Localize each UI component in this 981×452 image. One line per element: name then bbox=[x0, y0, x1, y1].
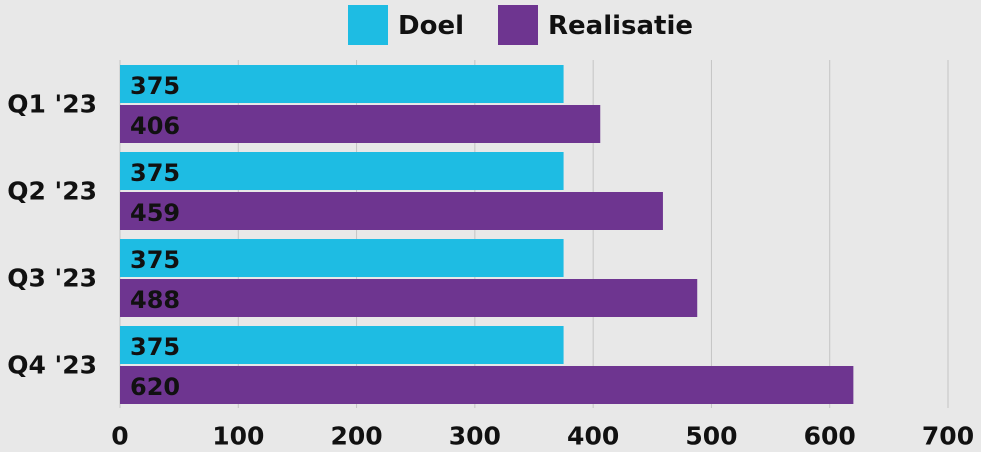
x-tick-label: 200 bbox=[330, 422, 382, 451]
x-tick-label: 500 bbox=[685, 422, 737, 451]
x-tick-label: 600 bbox=[804, 422, 856, 451]
bar bbox=[120, 239, 564, 277]
bar bbox=[120, 192, 663, 230]
legend-label: Doel bbox=[398, 11, 464, 41]
y-tick-label: Q3 '23 bbox=[7, 264, 97, 293]
x-tick-label: 0 bbox=[111, 422, 128, 451]
data-label: 375 bbox=[130, 159, 180, 187]
x-tick-label: 700 bbox=[922, 422, 974, 451]
legend-swatch bbox=[498, 5, 538, 45]
bar bbox=[120, 152, 564, 190]
data-label: 406 bbox=[130, 112, 180, 140]
x-tick-label: 300 bbox=[449, 422, 501, 451]
data-label: 375 bbox=[130, 333, 180, 361]
bar bbox=[120, 366, 854, 404]
data-label: 375 bbox=[130, 72, 180, 100]
y-tick-label: Q1 '23 bbox=[7, 90, 97, 119]
data-label: 459 bbox=[130, 199, 180, 227]
data-label: 488 bbox=[130, 286, 180, 314]
legend-swatch bbox=[348, 5, 388, 45]
x-tick-label: 100 bbox=[212, 422, 264, 451]
x-tick-label: 400 bbox=[567, 422, 619, 451]
data-label: 620 bbox=[130, 373, 180, 401]
y-tick-label: Q2 '23 bbox=[7, 177, 97, 206]
bar bbox=[120, 326, 564, 364]
bar bbox=[120, 279, 698, 317]
y-tick-label: Q4 '23 bbox=[7, 351, 97, 380]
legend-label: Realisatie bbox=[548, 11, 693, 41]
bar bbox=[120, 65, 564, 103]
data-label: 375 bbox=[130, 246, 180, 274]
bar bbox=[120, 105, 601, 143]
